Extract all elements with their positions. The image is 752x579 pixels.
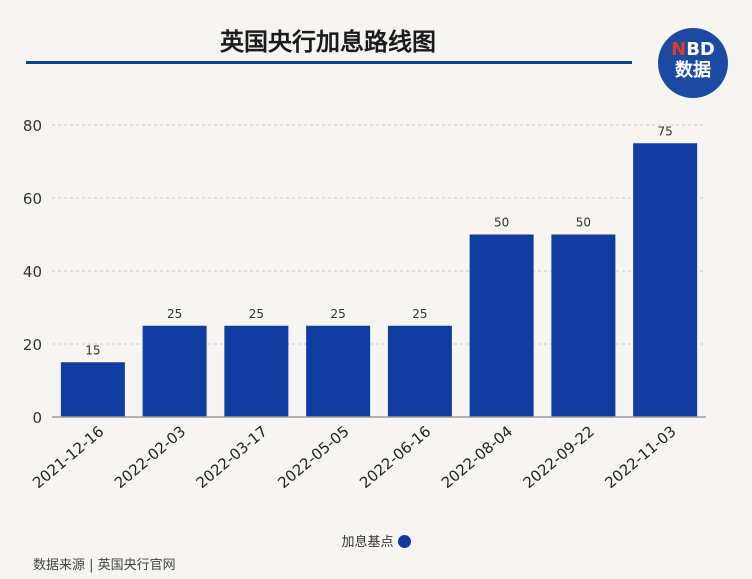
y-tick-label: 80 bbox=[23, 117, 42, 135]
x-tick-label: 2022-06-16 bbox=[356, 422, 434, 492]
y-tick-label: 40 bbox=[23, 263, 42, 281]
bar bbox=[469, 234, 534, 417]
bar bbox=[387, 325, 452, 417]
x-tick-label: 2022-09-22 bbox=[520, 422, 598, 492]
x-tick-label: 2022-03-17 bbox=[193, 422, 271, 492]
bar-value-label: 25 bbox=[167, 307, 182, 321]
bar-value-label: 15 bbox=[85, 343, 100, 357]
logo-sub: 数据 bbox=[675, 60, 711, 81]
y-tick-label: 20 bbox=[23, 336, 42, 354]
source-note: 数据来源 | 英国央行官网 bbox=[33, 558, 176, 573]
x-tick-label: 2022-02-03 bbox=[111, 422, 189, 492]
legend-label: 加息基点 bbox=[341, 535, 394, 550]
bar bbox=[551, 234, 616, 417]
bar bbox=[142, 325, 207, 417]
logo-brand-n: N bbox=[671, 39, 687, 60]
y-tick-label: 60 bbox=[23, 190, 42, 208]
bar bbox=[224, 325, 289, 417]
legend: 加息基点 bbox=[0, 531, 752, 550]
bar bbox=[306, 325, 371, 417]
x-tick-label: 2022-05-05 bbox=[274, 422, 352, 492]
y-tick-label: 0 bbox=[32, 409, 42, 427]
bar-value-label: 25 bbox=[412, 307, 427, 321]
bar bbox=[633, 143, 698, 417]
bar-value-label: 75 bbox=[657, 124, 672, 138]
nbd-logo: NBD 数据 bbox=[658, 28, 728, 98]
bar-value-label: 25 bbox=[330, 307, 345, 321]
bar-value-label: 25 bbox=[249, 307, 264, 321]
x-tick-label: 2022-11-03 bbox=[601, 422, 679, 492]
x-tick-label: 2021-12-16 bbox=[29, 422, 107, 492]
logo-brand: NBD bbox=[658, 40, 728, 60]
bar-value-label: 50 bbox=[576, 216, 591, 230]
x-tick-label: 2022-08-04 bbox=[438, 422, 516, 492]
bar-value-label: 50 bbox=[494, 216, 509, 230]
logo-brand-rest: BD bbox=[686, 39, 715, 60]
legend-swatch bbox=[397, 535, 411, 548]
bar bbox=[60, 362, 125, 417]
chart-title: 英国央行加息路线图 bbox=[220, 28, 436, 56]
title-underline bbox=[26, 61, 632, 64]
